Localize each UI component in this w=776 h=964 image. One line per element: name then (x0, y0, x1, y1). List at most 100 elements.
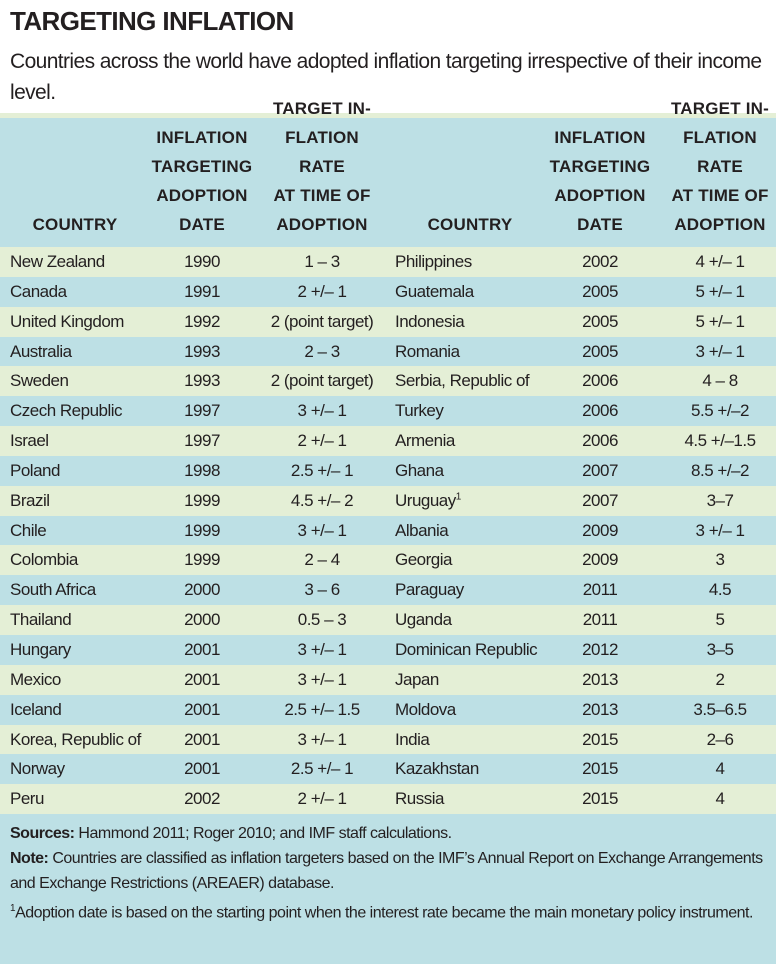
country-cell: Japan (395, 669, 439, 689)
country-cell: India (395, 729, 430, 749)
table-row: Australia 1993 2 – 3 Romania 2005 3 +/– 1 (0, 336, 776, 367)
rate-cell: 2 (point target) (270, 311, 374, 331)
date-cell: 1990 (184, 252, 220, 271)
country-cell: Uruguay1 (395, 491, 461, 511)
date-cell: 2000 (184, 580, 220, 600)
date-cell: 2011 (582, 580, 618, 600)
sources-label: Sources: (10, 825, 75, 842)
rate-cell: 5 +/– 1 (695, 281, 745, 301)
table-row: Czech Republic 1997 3 +/– 1 Turkey 2006 5.5 +… (0, 396, 776, 427)
rate-cell: 2 +/– 1 (297, 789, 347, 809)
country-cell: Indonesia (395, 311, 465, 331)
country-cell: South Africa (10, 580, 96, 600)
table-header: COUNTRY INFLATION TARGETING ADOPTION DAT… (0, 99, 776, 247)
country-cell: Korea, Republic of (10, 729, 141, 749)
page-title: TARGETING INFLATION (10, 6, 294, 36)
table-row: Korea, Republic of 2001 3 +/– 1 India 2015 2–… (0, 724, 776, 755)
date-cell: 2001 (184, 759, 220, 779)
date-cell: 1991 (184, 281, 220, 301)
subtitle: Countries across the world have adopted … (10, 50, 762, 104)
country-cell: Turkey (395, 401, 444, 421)
country-cell: Australia (10, 341, 72, 361)
date-cell: 2000 (184, 610, 220, 630)
rate-cell: 1 – 3 (304, 252, 340, 271)
country-cell: Mexico (10, 669, 61, 689)
table-row: Thailand 2000 0.5 – 3 Uganda 2011 5 (0, 605, 776, 635)
date-cell: 2015 (582, 759, 618, 779)
rate-cell: 2 +/– 1 (297, 431, 347, 451)
country-cell: Romania (395, 341, 460, 361)
rate-cell: 4 – 8 (702, 371, 738, 391)
rate-cell: 3 +/– 1 (695, 520, 745, 540)
rate-cell: 3 +/– 1 (297, 729, 347, 749)
country-cell: Sweden (10, 371, 69, 391)
country-cell: Kazakhstan (395, 759, 479, 779)
rate-cell: 2 (715, 669, 725, 689)
table-row: Mexico 2001 3 +/– 1 Japan 2013 2 (0, 664, 776, 695)
rate-cell: 8.5 +/–2 (691, 460, 749, 480)
rate-cell: 4 (715, 759, 725, 779)
header-rate-left: TARGET IN- FLATION RATE AT TIME OF ADOPT… (272, 99, 371, 234)
date-cell: 2001 (184, 699, 220, 719)
rate-cell: 4.5 +/–1.5 (684, 431, 756, 451)
table-row: Norway 2001 2.5 +/– 1 Kazakhstan 2015 4 (0, 754, 776, 785)
rate-cell: 4 (715, 789, 725, 809)
table-row: Sweden 1993 2 (point target) Serbia, Republ… (0, 366, 776, 397)
country-cell: Uganda (395, 610, 452, 630)
table-row: United Kingdom 1992 2 (point target) Indone… (0, 306, 776, 337)
country-cell: Georgia (395, 550, 452, 570)
country-cell: Philippines (395, 252, 472, 271)
country-name: Uruguay (395, 490, 456, 510)
table-body: New Zealand 1990 1 – 3 Philippines 2002 4 +/–… (0, 247, 776, 815)
date-cell: 2013 (582, 669, 618, 689)
rate-cell: 3.5–6.5 (693, 699, 747, 719)
footnote-text: Adoption date is based on the starting p… (15, 904, 753, 922)
country-cell: Brazil (10, 490, 50, 510)
rate-cell: 5.5 +/–2 (691, 401, 749, 421)
table-row: Hungary 2001 3 +/– 1 Dominican Republic 2012… (0, 634, 776, 665)
date-cell: 2001 (184, 669, 220, 689)
country-cell: Norway (10, 759, 65, 779)
rate-cell: 2.5 +/– 1 (290, 759, 354, 779)
date-cell: 2013 (582, 699, 618, 719)
footnote-mark: 1 (10, 903, 16, 914)
sources-note: Sources: Hammond 2011; Roger 2010; and I… (0, 821, 776, 846)
rate-cell: 3 – 6 (304, 580, 340, 600)
country-cell: Colombia (10, 550, 78, 570)
footnote: 1Adoption date is based on the starting … (0, 896, 776, 925)
footnote-marker: 1 (455, 491, 462, 503)
rate-cell: 0.5 – 3 (297, 610, 347, 630)
date-cell: 2012 (582, 639, 618, 659)
table-row: Brazil 1999 4.5 +/– 2 Uruguay1 2007 3–7 (0, 485, 776, 516)
rate-cell: 2 – 3 (304, 341, 340, 361)
country-cell: Israel (10, 431, 49, 451)
country-cell: Thailand (10, 610, 72, 630)
rate-cell: 3 +/– 1 (695, 341, 745, 361)
rate-cell: 4 +/– 1 (695, 252, 745, 271)
rate-cell: 3 +/– 1 (297, 520, 347, 540)
country-cell: Serbia, Republic of (395, 371, 530, 391)
table-row: South Africa 2000 3 – 6 Paraguay 2011 4.5 (0, 575, 776, 606)
date-cell: 2006 (582, 371, 618, 391)
date-cell: 2007 (582, 490, 618, 510)
date-cell: 1997 (184, 431, 220, 451)
date-cell: 2015 (582, 729, 618, 749)
header-country-right: COUNTRY (427, 215, 513, 234)
rate-cell: 3–7 (706, 490, 734, 510)
header-country-left: COUNTRY (32, 215, 118, 234)
table-row: Peru 2002 2 +/– 1 Russia 2015 4 (0, 784, 776, 815)
country-cell: Peru (10, 789, 44, 809)
date-cell: 2006 (582, 401, 618, 421)
date-cell: 1992 (184, 311, 220, 331)
date-cell: 2005 (582, 281, 618, 301)
rate-cell: 2.5 +/– 1.5 (284, 699, 360, 719)
table-row: Poland 1998 2.5 +/– 1 Ghana 2007 8.5 +/–2 (0, 455, 776, 486)
date-cell: 1999 (184, 520, 220, 540)
country-cell: Czech Republic (10, 401, 123, 421)
date-cell: 1999 (184, 550, 220, 570)
rate-cell: 5 +/– 1 (695, 311, 745, 331)
table-row: New Zealand 1990 1 – 3 Philippines 2002 4 +/–… (0, 247, 776, 277)
rate-cell: 3 +/– 1 (297, 401, 347, 421)
rate-cell: 5 (715, 610, 725, 630)
table-top-strip (0, 113, 776, 118)
